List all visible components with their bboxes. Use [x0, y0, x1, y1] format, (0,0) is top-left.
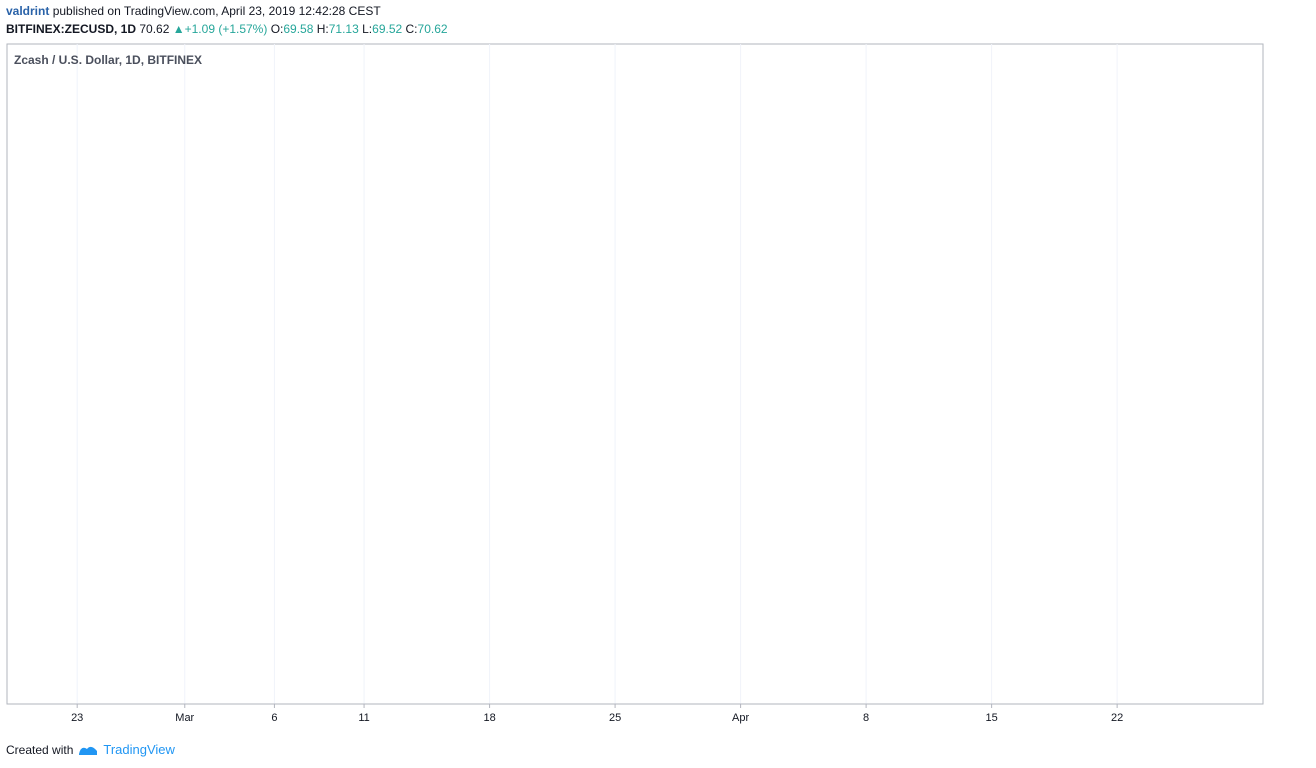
footer: Created with TradingView: [6, 742, 175, 757]
x-tick-label: 8: [863, 712, 869, 724]
tradingview-logo-icon: [79, 746, 98, 755]
x-axis[interactable]: 23 Mar 6 11 18 25 Apr 8 15 22: [71, 704, 1123, 724]
chart-title: Zcash / U.S. Dollar, 1D, BITFINEX: [14, 53, 202, 67]
tradingview-brand-link[interactable]: TradingView: [103, 742, 175, 757]
publish-info: valdrint published on TradingView.com, A…: [6, 4, 381, 18]
low-label: L:: [362, 22, 373, 36]
symbol-label: BITFINEX:ZECUSD, 1D: [6, 22, 137, 36]
up-arrow-icon: ▲: [172, 22, 185, 36]
close-label: C:: [405, 22, 418, 36]
published-text: published on TradingView.com, April 23, …: [52, 4, 381, 18]
created-with-label: Created with: [6, 742, 74, 757]
last-price: 70.62: [139, 22, 170, 36]
x-tick-label: 22: [1111, 712, 1123, 724]
open-label: O:: [270, 22, 284, 36]
x-tick-label: 6: [271, 712, 277, 724]
author-link[interactable]: valdrint: [6, 4, 50, 18]
open-value: 69.58: [283, 22, 314, 36]
low-value: 69.52: [372, 22, 403, 36]
candlestick-chart[interactable]: Zcash / U.S. Dollar, 1D, BITFINEX 54.005…: [0, 40, 1316, 738]
x-tick-label: Apr: [732, 712, 749, 724]
close-value: 70.62: [417, 22, 448, 36]
x-tick-label: 15: [985, 712, 997, 724]
x-tick-label: 25: [609, 712, 621, 724]
plot-area[interactable]: [6, 43, 1264, 705]
high-label: H:: [316, 22, 329, 36]
x-tick-label: 23: [71, 712, 83, 724]
symbol-info: BITFINEX:ZECUSD, 1D 70.62 ▲+1.09 (+1.57%…: [6, 22, 448, 36]
high-value: 71.13: [328, 22, 359, 36]
x-tick-label: 18: [483, 712, 495, 724]
x-tick-label: Mar: [175, 712, 194, 724]
price-change: +1.09 (+1.57%): [184, 22, 268, 36]
grid-lines: [76, 44, 1118, 704]
x-tick-label: 11: [358, 712, 369, 724]
